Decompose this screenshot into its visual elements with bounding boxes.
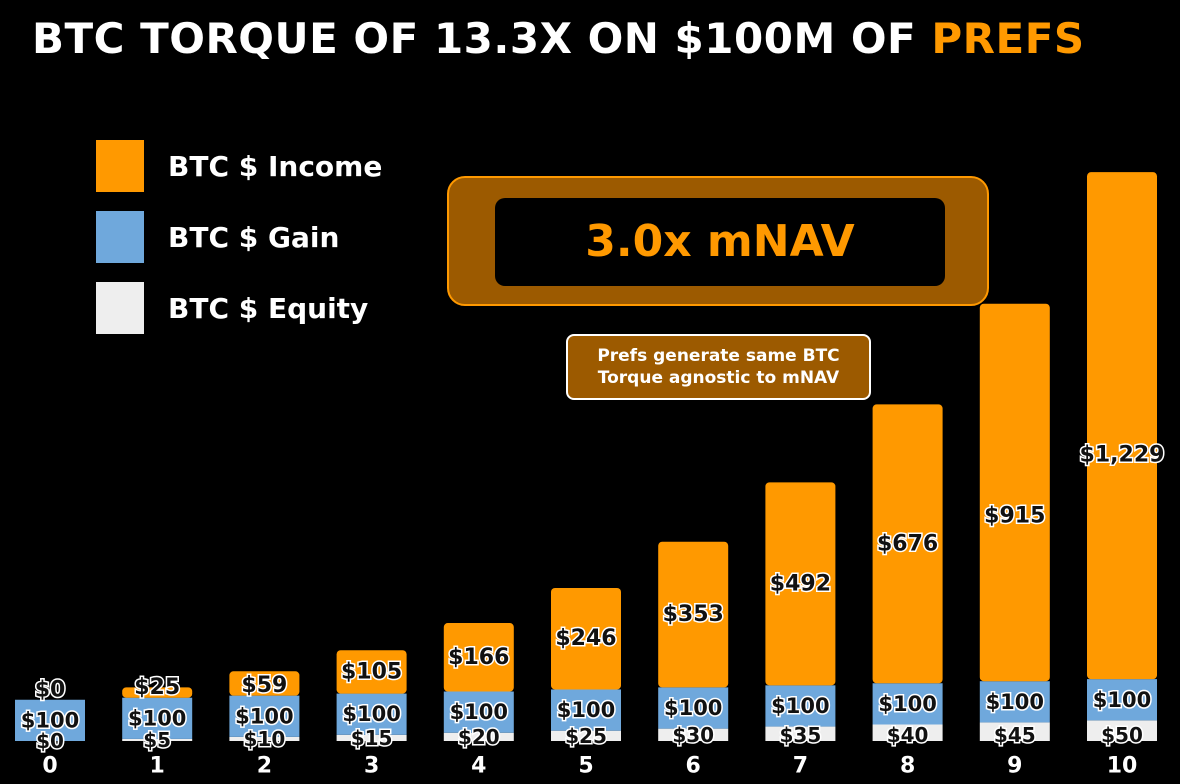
title-accent: PREFS xyxy=(931,14,1085,63)
bar-gain-7 xyxy=(765,685,836,727)
bar-income-6 xyxy=(658,541,729,688)
label-equity-8: $40 xyxy=(887,723,929,747)
label-equity-10: $50 xyxy=(1101,723,1143,747)
bar-income-3 xyxy=(336,650,407,694)
legend-label-equity: BTC $ Equity xyxy=(168,292,369,325)
legend-swatch-equity xyxy=(96,282,144,334)
bar-income-10 xyxy=(1087,172,1157,680)
label-gain-9: $100 xyxy=(986,690,1044,714)
label-income-4: $166 xyxy=(448,645,509,670)
bar-gain-0 xyxy=(15,699,85,741)
label-equity-5: $25 xyxy=(565,724,607,748)
bar-gain-9 xyxy=(979,681,1050,723)
title-main: BTC TORQUE OF 13.3X ON $100M OF xyxy=(32,14,932,63)
bar-gain-4 xyxy=(443,691,514,733)
label-income-7: $492 xyxy=(770,571,831,596)
label-gain-4: $100 xyxy=(450,700,508,724)
label-income-5: $246 xyxy=(555,626,616,651)
bar-equity-10 xyxy=(1087,720,1157,741)
label-income-6: $353 xyxy=(663,602,724,627)
label-income-1: $25 xyxy=(134,675,180,700)
bar-equity-5 xyxy=(551,730,621,741)
torque-note: Prefs generate same BTC Torque agnostic t… xyxy=(566,334,871,400)
label-gain-10: $100 xyxy=(1093,688,1151,712)
x-tick-10: 10 xyxy=(1107,754,1138,779)
page-title: BTC TORQUE OF 13.3X ON $100M OF PREFS xyxy=(32,14,1085,63)
label-gain-7: $100 xyxy=(771,694,829,718)
label-income-8: $676 xyxy=(877,531,938,556)
x-tick-7: 7 xyxy=(793,754,808,779)
bar-gain-3 xyxy=(336,693,407,735)
label-gain-1: $100 xyxy=(128,706,186,730)
label-equity-3: $15 xyxy=(351,726,393,750)
x-tick-3: 3 xyxy=(364,754,379,779)
x-tick-0: 0 xyxy=(42,754,57,779)
x-tick-6: 6 xyxy=(686,754,701,779)
bar-equity-3 xyxy=(336,734,407,741)
label-income-2: $59 xyxy=(241,673,287,698)
bar-income-9 xyxy=(979,303,1050,682)
legend-label-income: BTC $ Income xyxy=(168,150,383,183)
note-line-1: Prefs generate same BTC xyxy=(597,345,840,366)
bar-income-7 xyxy=(765,482,836,686)
bar-equity-6 xyxy=(658,728,729,741)
bar-income-8 xyxy=(872,404,943,684)
label-equity-4: $20 xyxy=(458,725,500,749)
x-tick-4: 4 xyxy=(471,754,486,779)
label-gain-5: $100 xyxy=(557,698,615,722)
x-tick-1: 1 xyxy=(150,754,165,779)
bar-gain-2 xyxy=(229,695,300,737)
label-equity-6: $30 xyxy=(672,723,714,747)
bar-gain-8 xyxy=(872,683,943,725)
label-income-10: $1,229 xyxy=(1080,443,1165,468)
bar-equity-9 xyxy=(979,722,1050,741)
bar-income-1 xyxy=(122,687,193,698)
note-line-2: Torque agnostic to mNAV xyxy=(597,368,840,388)
bar-gain-1 xyxy=(122,697,193,739)
bar-equity-4 xyxy=(443,732,514,741)
label-equity-9: $45 xyxy=(994,723,1036,747)
label-equity-7: $35 xyxy=(780,723,822,747)
bar-gain-10 xyxy=(1087,679,1157,721)
label-gain-3: $100 xyxy=(342,702,400,726)
mnav-callout: 3.0x mNAV xyxy=(447,176,989,306)
bar-income-2 xyxy=(229,671,300,696)
label-equity-1: $5 xyxy=(143,728,171,752)
label-income-9: $915 xyxy=(984,504,1045,529)
legend-label-gain: BTC $ Gain xyxy=(168,221,340,254)
x-tick-9: 9 xyxy=(1007,754,1022,779)
label-gain-8: $100 xyxy=(878,692,936,716)
label-gain-6: $100 xyxy=(664,696,722,720)
bar-gain-6 xyxy=(658,687,729,729)
label-income-0: $0 xyxy=(35,677,66,702)
mnav-value: 3.0x mNAV xyxy=(495,198,945,286)
bar-equity-2 xyxy=(229,736,300,741)
bar-equity-1 xyxy=(122,738,193,741)
x-tick-2: 2 xyxy=(257,754,272,779)
bar-equity-8 xyxy=(872,724,943,741)
legend-swatch-gain xyxy=(96,211,144,263)
label-gain-2: $100 xyxy=(235,704,293,728)
x-tick-5: 5 xyxy=(578,754,593,779)
label-equity-2: $10 xyxy=(244,727,286,751)
legend-swatch-income xyxy=(96,140,144,192)
label-income-3: $105 xyxy=(341,659,402,684)
bar-equity-7 xyxy=(765,726,836,741)
bar-income-5 xyxy=(551,587,621,690)
label-gain-0: $100 xyxy=(21,708,79,732)
bar-gain-5 xyxy=(551,689,621,731)
label-equity-0: $0 xyxy=(36,729,64,753)
bar-income-4 xyxy=(443,623,514,692)
x-tick-8: 8 xyxy=(900,754,915,779)
